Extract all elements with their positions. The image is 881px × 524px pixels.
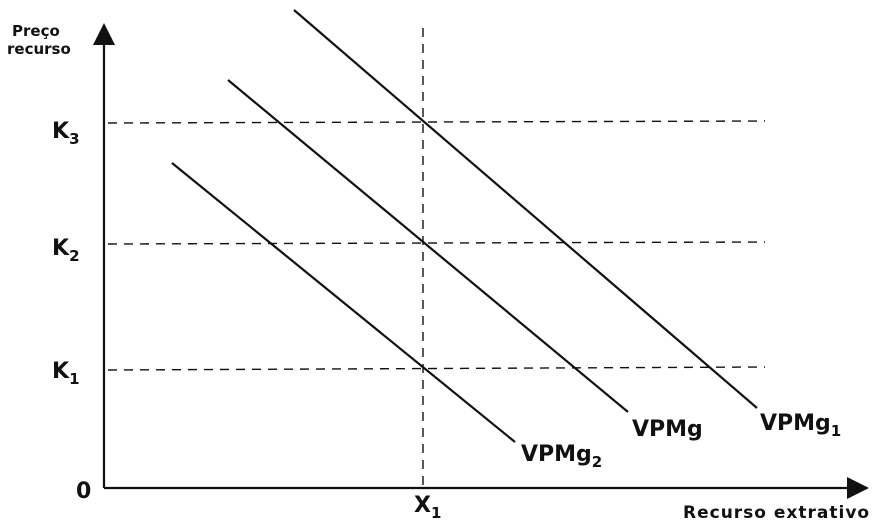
curve-label-vpmg2: VPMg2	[521, 442, 602, 471]
curve-label-vpmg1: VPMg1	[760, 411, 841, 440]
k2-guide-line	[107, 241, 766, 245]
y-axis-title-line1: Preço	[12, 22, 60, 40]
origin-label: 0	[76, 479, 91, 504]
tick-label-x1: X1	[414, 493, 441, 522]
curve-label-vpmg: VPMg	[632, 417, 703, 442]
y-axis-title-line2: recurso	[7, 40, 71, 58]
vpmg1-curve	[293, 9, 758, 409]
tick-label-k2: K2	[52, 236, 80, 265]
tick-label-k1: K1	[52, 359, 80, 388]
vpmg-curve	[227, 79, 629, 413]
x-axis-title: Recurso extrativo	[683, 503, 870, 523]
tick-label-k3: K3	[52, 119, 80, 148]
k1-guide-line	[107, 366, 766, 371]
vpmg2-curve	[171, 162, 516, 443]
k3-guide-line	[107, 120, 766, 124]
